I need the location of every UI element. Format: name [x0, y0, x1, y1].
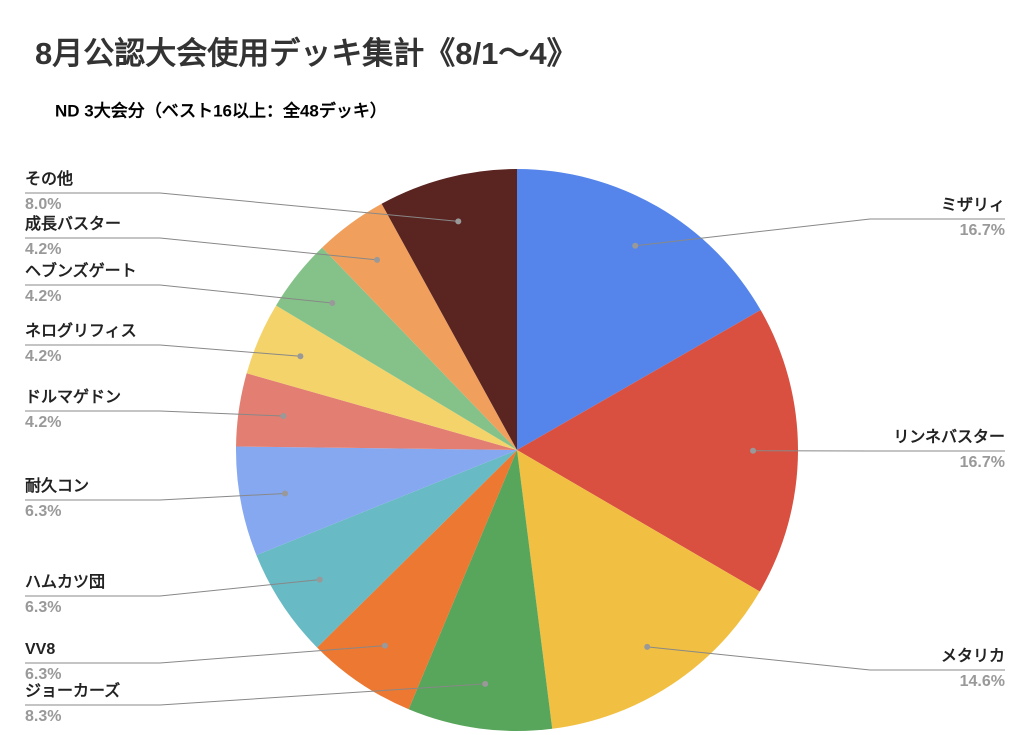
pie-slice: [381, 169, 517, 450]
leader-dot: [316, 576, 323, 583]
pie-slice: [256, 450, 517, 648]
pie-slice: [517, 169, 761, 450]
slice-value-label: 14.6%: [960, 673, 1005, 690]
leader-line: [25, 579, 320, 597]
slice-label: 成長バスター: [25, 214, 121, 233]
pie-slice: [236, 446, 517, 556]
pie-slice: [517, 450, 760, 729]
slice-value-label: 6.3%: [25, 666, 61, 683]
leader-line: [25, 683, 486, 706]
leader-line: [25, 493, 286, 501]
slice-label: その他: [25, 169, 73, 188]
pie-slice: [276, 247, 517, 450]
leader-dot: [750, 447, 757, 454]
slice-label: ヘブンズゲート: [25, 261, 137, 280]
leader-dot: [297, 353, 304, 360]
leader-line: [25, 192, 459, 222]
slice-label: ドルマゲドン: [25, 387, 121, 406]
slice-value-label: 4.2%: [25, 414, 61, 431]
slice-label: 耐久コン: [25, 476, 89, 495]
pie-slice: [408, 450, 553, 732]
slice-value-label: 6.3%: [25, 599, 61, 616]
leader-line: [25, 645, 385, 664]
slice-value-label: 4.2%: [25, 348, 61, 365]
chart-title: 8月公認大会使用デッキ集計《8/1〜4》: [35, 36, 578, 71]
leader-line: [25, 237, 378, 261]
leader-line: [635, 218, 1005, 247]
pie-slice: [317, 450, 517, 710]
leader-line: [25, 410, 284, 417]
pie-slice: [517, 310, 798, 592]
leader-dot: [280, 413, 287, 420]
pie-slice: [246, 305, 517, 450]
slice-label: VV8: [25, 641, 55, 658]
slice-label: ジョーカーズ: [25, 681, 120, 700]
slice-label: ハムカツ団: [25, 573, 105, 591]
pie-slice: [236, 373, 517, 450]
leader-dot: [374, 256, 381, 263]
slice-label: リンネバスター: [893, 428, 1005, 446]
pie-slice: [322, 203, 517, 450]
slice-value-label: 16.7%: [960, 454, 1005, 471]
leader-line: [647, 646, 1005, 671]
slice-value-label: 16.7%: [960, 222, 1005, 239]
leader-dot: [381, 642, 388, 649]
slice-value-label: 8.3%: [25, 708, 61, 725]
leader-line: [25, 344, 301, 357]
slice-value-label: 4.2%: [25, 241, 61, 258]
leader-dot: [644, 643, 651, 650]
slice-value-label: 6.3%: [25, 503, 61, 520]
leader-line: [25, 284, 333, 304]
chart-subtitle: ND 3大会分（ベスト16以上：全48デッキ）: [55, 100, 387, 120]
leader-dot: [482, 680, 489, 687]
slice-label: メタリカ: [941, 647, 1005, 665]
leader-dot: [632, 242, 639, 249]
leader-dot: [455, 218, 462, 225]
slice-label: ミザリィ: [941, 196, 1005, 214]
leader-dot: [282, 490, 289, 497]
leader-dot: [329, 299, 336, 306]
slice-label: ネログリフィス: [25, 321, 137, 340]
slice-value-label: 8.0%: [25, 196, 61, 213]
slice-value-label: 4.2%: [25, 288, 61, 305]
